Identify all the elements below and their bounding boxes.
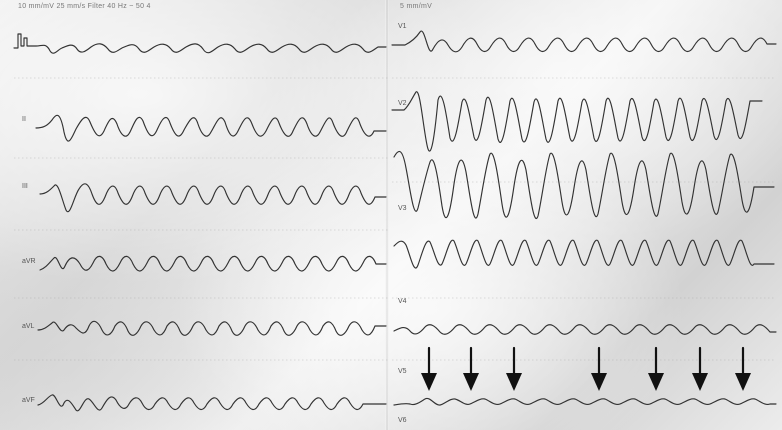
marker-arrow-4: [591, 346, 607, 391]
lead-avl-trace: [37, 320, 387, 336]
lead-iii-trace: [39, 183, 387, 213]
lead-label-v3: V3: [398, 205, 407, 212]
lead-v5-trace: [393, 324, 777, 335]
lead-label-avr: aVR: [22, 258, 36, 265]
lead-v2-trace: [391, 91, 763, 152]
lead-ii-trace: [35, 114, 387, 142]
lead-v3-trace: [393, 151, 775, 219]
marker-arrow-5: [648, 346, 664, 391]
marker-arrow-1: [421, 346, 437, 391]
lead-avf-trace: [37, 394, 387, 412]
lead-v4-trace: [393, 239, 775, 269]
lead-v1-trace: [391, 30, 777, 53]
marker-arrows: [421, 346, 751, 391]
lead-label-v5: V5: [398, 368, 407, 375]
lead-avr-trace: [39, 255, 387, 272]
marker-arrow-6: [692, 346, 708, 391]
marker-arrow-7: [735, 346, 751, 391]
marker-arrow-2: [463, 346, 479, 391]
left-calibration-header: 10 mm/mV 25 mm/s Filter 40 Hz ~ 50 4: [18, 3, 151, 10]
lead-label-avl: aVL: [22, 323, 35, 330]
lead-label-v6: V6: [398, 417, 407, 424]
lead-label-v2: V2: [398, 100, 407, 107]
lead-label-v4: V4: [398, 298, 407, 305]
marker-arrow-3: [506, 346, 522, 391]
lead-label-ii: II: [22, 116, 26, 123]
guide-lines: [14, 77, 776, 361]
right-calibration-header: 5 mm/mV: [400, 3, 433, 10]
paper-crease: [385, 0, 389, 430]
lead-i-trace: [13, 33, 387, 54]
lead-label-avf: aVF: [22, 397, 35, 404]
lead-label-iii: III: [22, 183, 28, 190]
lead-label-v1: V1: [398, 23, 407, 30]
lead-v6-trace: [393, 397, 777, 406]
